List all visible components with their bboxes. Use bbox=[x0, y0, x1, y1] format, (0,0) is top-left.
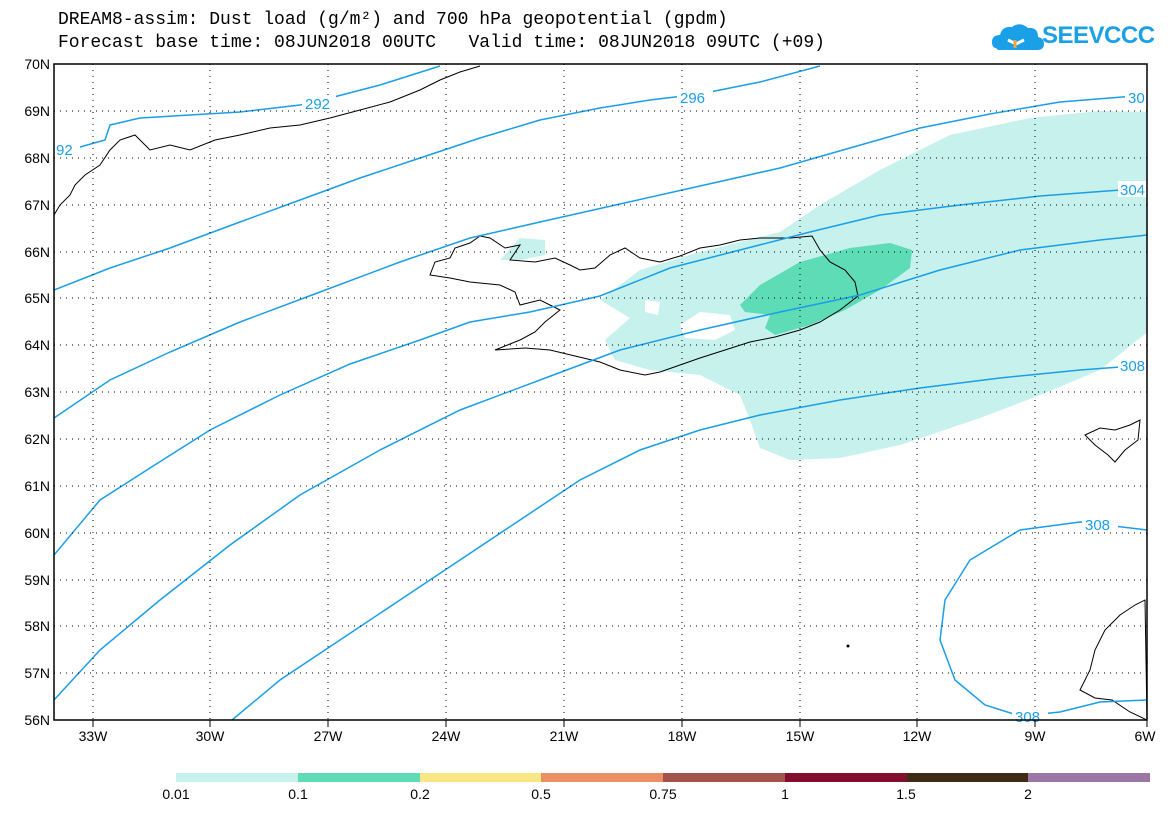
lon-label: 21W bbox=[549, 728, 579, 744]
lat-label: 56N bbox=[24, 712, 50, 728]
lon-label: 27W bbox=[313, 728, 343, 744]
contour-label: 308 bbox=[1085, 517, 1110, 534]
contour-308-north bbox=[54, 234, 1147, 701]
lat-label: 61N bbox=[24, 478, 50, 494]
coastline-greenland bbox=[54, 65, 481, 216]
lon-label: 12W bbox=[902, 728, 932, 744]
lon-label: 9W bbox=[1024, 728, 1046, 744]
colorbar-segment bbox=[906, 773, 1029, 782]
map-frame bbox=[53, 63, 1148, 721]
lon-label: 33W bbox=[78, 728, 108, 744]
coastline-islet bbox=[846, 644, 850, 648]
contour-label: 30 bbox=[1128, 90, 1145, 107]
colorbar-segment bbox=[176, 773, 298, 782]
lat-label: 68N bbox=[24, 150, 50, 166]
colorbar-label: 0.75 bbox=[649, 786, 677, 802]
lat-label: 65N bbox=[24, 290, 50, 306]
contour-label: 92 bbox=[56, 142, 73, 159]
lat-label: 59N bbox=[24, 572, 50, 588]
colorbar-segment bbox=[663, 773, 785, 782]
map-subtitle-times: Forecast base time: 08JUN2018 00UTC Vali… bbox=[58, 33, 825, 53]
contour-300 bbox=[54, 94, 1147, 419]
lat-label: 66N bbox=[24, 244, 50, 260]
lat-label: 64N bbox=[24, 337, 50, 353]
contour-label: 304 bbox=[1120, 182, 1145, 199]
contour-label: 308 bbox=[1015, 709, 1040, 726]
lat-label: 58N bbox=[24, 618, 50, 634]
logo-text: SEEVCCC bbox=[1042, 22, 1155, 49]
lon-label: 15W bbox=[785, 728, 815, 744]
lat-label: 69N bbox=[24, 103, 50, 119]
lat-label: 62N bbox=[24, 431, 50, 447]
lat-label: 63N bbox=[24, 384, 50, 400]
colorbar-label: 2 bbox=[1024, 786, 1032, 802]
colorbar-label: 0.1 bbox=[288, 786, 308, 802]
contour-label: 296 bbox=[680, 90, 705, 107]
colorbar-label: 1 bbox=[781, 786, 789, 802]
contour-308-ring bbox=[939, 521, 1147, 717]
lon-label: 18W bbox=[667, 728, 697, 744]
lon-label: 24W bbox=[431, 728, 461, 744]
lat-label: 70N bbox=[24, 56, 50, 72]
colorbar bbox=[176, 773, 1150, 782]
colorbar-label: 0.2 bbox=[410, 786, 430, 802]
contour-304 bbox=[54, 187, 1147, 556]
contour-label: 308 bbox=[1120, 358, 1145, 375]
map-title: DREAM8-assim: Dust load (g/m²) and 700 h… bbox=[58, 10, 728, 30]
lat-label: 67N bbox=[24, 197, 50, 213]
coastline-scotland bbox=[1079, 599, 1147, 720]
colorbar-segment bbox=[541, 773, 663, 782]
colorbar-segment bbox=[297, 773, 420, 782]
colorbar-label: 1.5 bbox=[896, 786, 916, 802]
dust-area-light-west bbox=[500, 238, 545, 260]
lon-label: 6W bbox=[1134, 728, 1156, 744]
lon-label: 30W bbox=[195, 728, 225, 744]
coastline-iceland bbox=[429, 235, 859, 376]
colorbar-segment bbox=[784, 773, 907, 782]
colorbar-segment bbox=[419, 773, 542, 782]
colorbar-label: 0.01 bbox=[162, 786, 190, 802]
colorbar-label: 0.5 bbox=[531, 786, 551, 802]
lat-label: 57N bbox=[24, 665, 50, 681]
lat-label: 60N bbox=[24, 525, 50, 541]
contour-292-a bbox=[54, 65, 441, 151]
cloud-icon bbox=[992, 24, 1044, 50]
contour-308-east bbox=[231, 364, 1147, 720]
dust-hole bbox=[680, 312, 735, 340]
contour-label: 292 bbox=[305, 96, 330, 113]
dust-hole-2 bbox=[645, 300, 660, 315]
colorbar-segment bbox=[1028, 773, 1150, 782]
graticule bbox=[54, 64, 1147, 720]
coastline-faroe bbox=[1084, 419, 1141, 463]
